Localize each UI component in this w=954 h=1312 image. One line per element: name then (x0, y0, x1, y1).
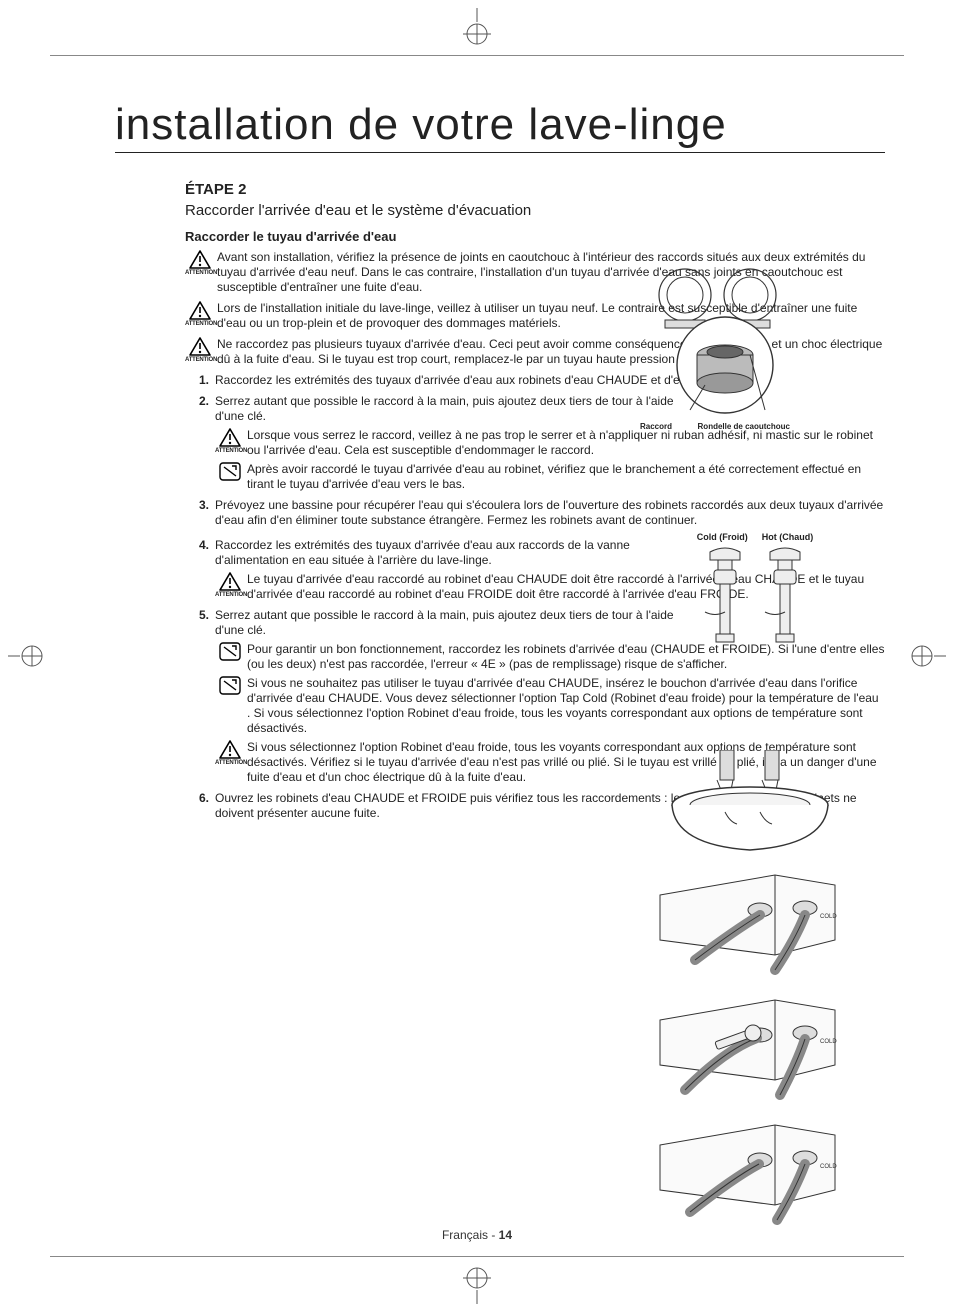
page-title: installation de votre lave-linge (115, 100, 885, 153)
attention-label: ATTENTION (215, 592, 245, 600)
list-item: Prévoyez une bassine pour récupérer l'ea… (185, 498, 885, 528)
figure-label-hot: Hot (Chaud) (762, 532, 814, 542)
note-icon (219, 676, 241, 695)
attention-icon (219, 740, 241, 759)
attention-icon (189, 250, 211, 269)
attention-label: ATTENTION (185, 270, 215, 276)
figure-basin (665, 750, 835, 860)
step-text: Prévoyez une bassine pour récupérer l'ea… (215, 498, 885, 528)
attention-label: ATTENTION (185, 357, 215, 363)
figure-faucets: Cold (Froid) Hot (Chaud) (690, 530, 820, 662)
attention-label: ATTENTION (215, 760, 245, 768)
svg-text:COLD: COLD (820, 1164, 837, 1170)
figure-coupling: Raccord Rondelle de caoutchouc (630, 260, 800, 431)
figure-backpanel-3: COLD (655, 1120, 840, 1235)
note-text: Si vous ne souhaitez pas utiliser le tuy… (245, 676, 885, 736)
svg-text:COLD: COLD (820, 914, 837, 920)
crop-mark-bottom (457, 1264, 497, 1304)
svg-text:COLD: COLD (820, 1039, 837, 1045)
figure-label-raccord: Raccord (640, 422, 672, 431)
page-footer: Français - 14 (0, 1228, 954, 1242)
note-icon (219, 462, 241, 481)
figure-backpanel-1: COLD (655, 870, 840, 985)
step-subhead: Raccorder le tuyau d'arrivée d'eau (185, 229, 885, 244)
note-icon (219, 642, 241, 661)
crop-mark-right (906, 636, 946, 676)
step-text: Serrez autant que possible le raccord à … (215, 608, 690, 638)
footer-lang: Français - (442, 1228, 499, 1242)
crop-mark-top (457, 8, 497, 48)
step-text: Raccordez les extrémités des tuyaux d'ar… (215, 538, 690, 568)
figure-label-cold: Cold (Froid) (697, 532, 748, 542)
step-text: Serrez autant que possible le raccord à … (215, 394, 690, 424)
attention-label: ATTENTION (215, 448, 245, 456)
note-text: Après avoir raccordé le tuyau d'arrivée … (245, 462, 885, 492)
attention-icon (219, 572, 241, 591)
figure-label-rondelle: Rondelle de caoutchouc (698, 422, 790, 431)
attention-icon (219, 428, 241, 447)
warning-text: Lorsque vous serrez le raccord, veillez … (245, 428, 885, 458)
footer-page: 14 (499, 1228, 512, 1242)
crop-mark-left (8, 636, 48, 676)
step-label: ÉTAPE 2 (185, 181, 885, 198)
attention-label: ATTENTION (185, 321, 215, 327)
step-subtitle: Raccorder l'arrivée d'eau et le système … (185, 202, 885, 219)
attention-icon (189, 301, 211, 320)
attention-icon (189, 337, 211, 356)
figure-backpanel-2: COLD (655, 995, 840, 1110)
